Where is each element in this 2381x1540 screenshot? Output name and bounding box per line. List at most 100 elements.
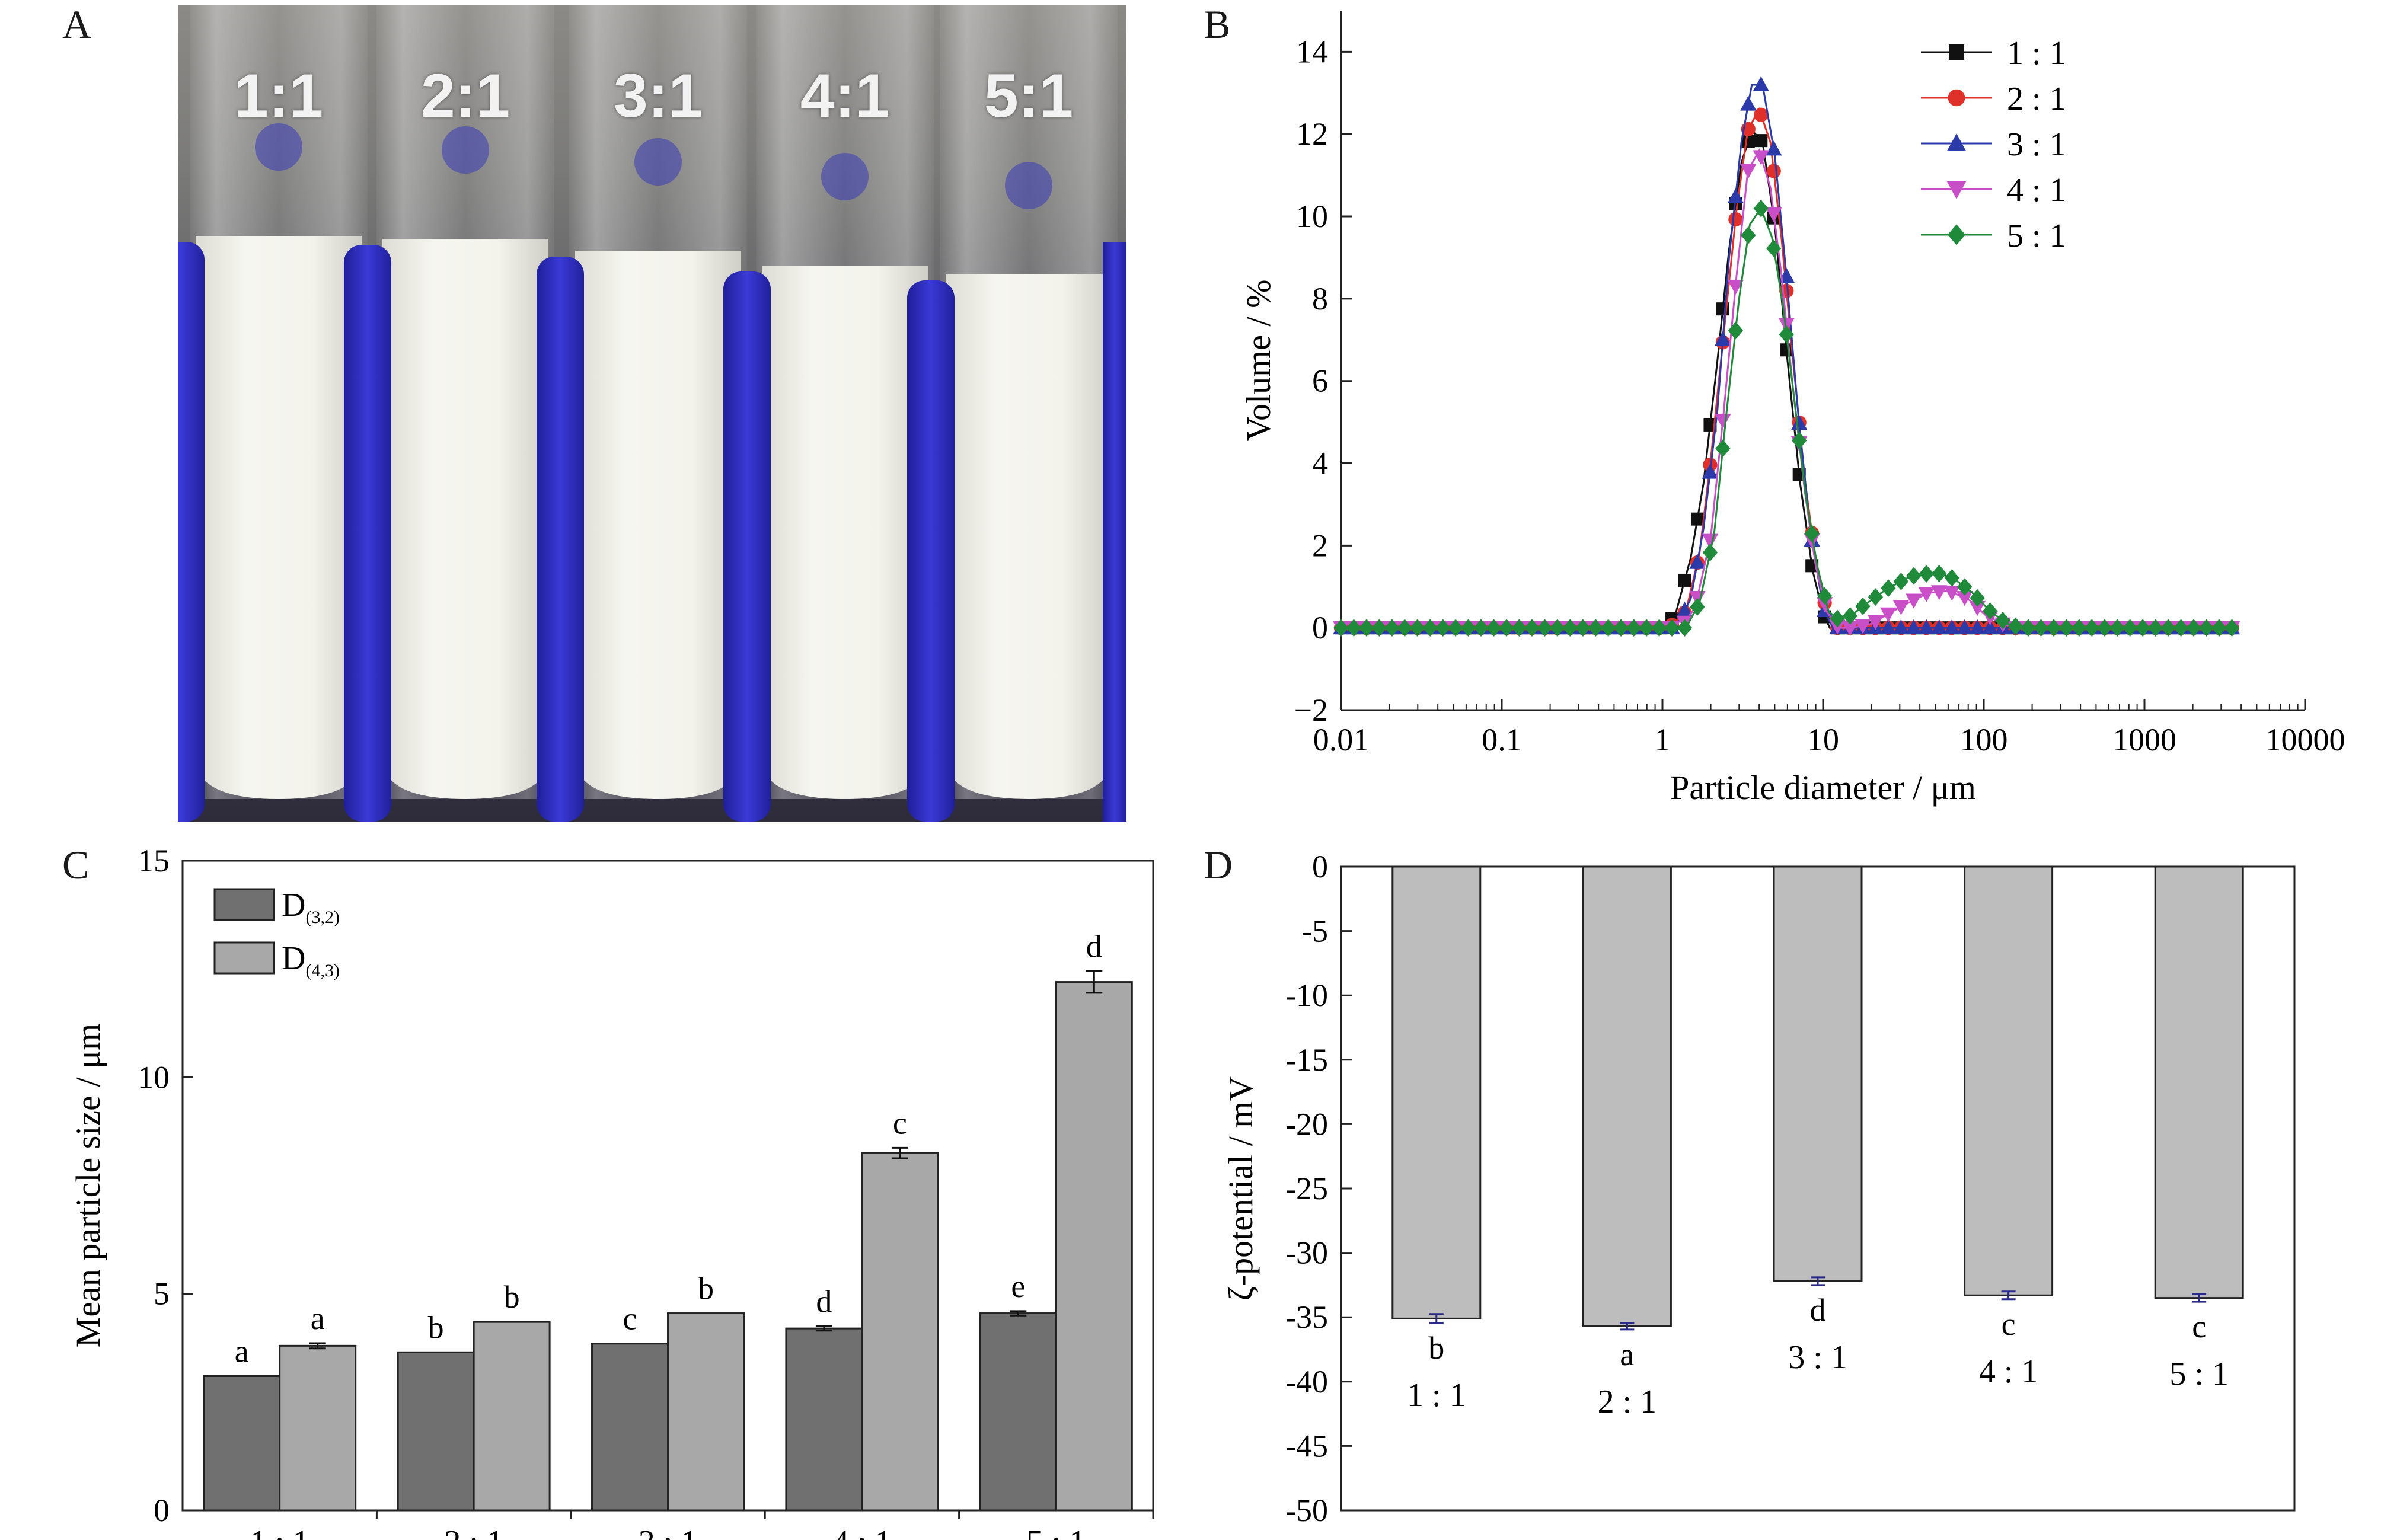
significance-letter: a (1620, 1337, 1634, 1372)
legend-label: 3 : 1 (2007, 126, 2066, 163)
data-point (1753, 150, 1770, 165)
data-point (1981, 619, 1999, 635)
chart-c-mean-particle-size: 0 5 10 15 Mean particle size / μm 1 : 1 a a 2 : … (69, 843, 1154, 1540)
data-point (1689, 554, 1706, 569)
data-point (1881, 579, 1896, 597)
rack-post (723, 271, 771, 822)
data-point (1931, 585, 1948, 600)
category-label: 5 : 1 (2169, 1356, 2229, 1392)
data-point (2198, 619, 2214, 637)
data-point (1906, 593, 1922, 609)
data-point (1754, 134, 1768, 148)
emulsion (575, 251, 741, 799)
y-tick-label: -30 (1285, 1235, 1328, 1271)
data-point (2109, 619, 2125, 637)
tube-label: 1:1 (234, 62, 324, 130)
significance-letter: b (504, 1279, 520, 1315)
y-tick-label: -10 (1285, 977, 1328, 1013)
significance-letter: c (893, 1105, 907, 1140)
data-point (2186, 619, 2201, 637)
data-point (1817, 587, 1833, 605)
dye-spot (255, 123, 302, 171)
data-point (1588, 619, 1603, 637)
bar (1055, 981, 1133, 1512)
series-1 (1335, 128, 2239, 635)
data-point (1868, 588, 1884, 606)
legend-label: D(4,3) (282, 940, 340, 980)
series-2 (1333, 107, 2239, 635)
y-axis-label: Mean particle size / μm (69, 1024, 107, 1347)
x-tick-label: 1 : 1 (250, 1524, 309, 1540)
bar (785, 1327, 863, 1512)
data-point (1678, 573, 1691, 587)
dye-spot (1005, 162, 1052, 209)
y-tick-label: 0 (154, 1493, 170, 1528)
rack-post (907, 280, 955, 822)
rack-post (157, 242, 205, 822)
data-point (1892, 619, 1910, 635)
y-tick-label: 0 (1312, 849, 1328, 884)
data-point (1702, 544, 1718, 562)
data-point (1741, 134, 1755, 148)
tubes-photo-svg (157, 5, 1126, 822)
data-point (1702, 533, 1719, 549)
series-5 (1333, 199, 2240, 637)
legend-label: 4 : 1 (2007, 172, 2066, 209)
data-point (1982, 602, 1998, 620)
bar (1391, 865, 1482, 1319)
data-point (2123, 619, 2138, 637)
significance-letter: e (1011, 1269, 1025, 1304)
bar (667, 1312, 745, 1512)
emulsion (946, 274, 1112, 799)
data-point (1741, 226, 1756, 244)
y-tick-label: 14 (1296, 34, 1328, 69)
data-point (1948, 89, 1965, 107)
data-point (1906, 619, 1922, 635)
legend: 1 : 1 2 : 1 3 : 1 4 : 1 5 : 1 (1921, 35, 2066, 254)
y-axis-label: Volume / % (1239, 280, 1278, 442)
y-tick-label: -5 (1301, 913, 1328, 949)
chart-b-particle-size-distribution: −2 0 2 4 6 8 10 12 14 0.01 0.1 1 10 100 1000 10000 Parti… (1239, 11, 2345, 807)
data-point (1969, 600, 1986, 616)
y-tick-label: 0 (1312, 610, 1328, 646)
y-tick-label: 10 (138, 1059, 170, 1095)
data-point (1550, 619, 1565, 637)
legend-subscript: (3,2) (305, 908, 339, 927)
significance-letter: b (698, 1271, 714, 1306)
data-point (2135, 619, 2150, 637)
x-tick-label: 3 : 1 (639, 1524, 698, 1540)
data-point (1371, 619, 1387, 637)
x-tick-label: 1000 (2112, 722, 2176, 758)
x-tick-label: 100 (1960, 722, 2008, 758)
data-point (1727, 188, 1744, 204)
data-point (1932, 564, 1947, 583)
data-point (1880, 619, 1897, 635)
data-point (2224, 619, 2240, 637)
data-point (2160, 619, 2176, 637)
data-point (1702, 464, 1719, 479)
data-point (1918, 619, 1935, 635)
legend-label: D(3,2) (282, 887, 340, 927)
data-point (1473, 619, 1489, 637)
data-point (1779, 325, 1794, 344)
significance-letter: a (235, 1333, 249, 1369)
bar (591, 1343, 669, 1512)
data-point (1880, 607, 1897, 623)
data-point (2084, 619, 2099, 637)
data-point (1931, 619, 1948, 635)
series-4 (1333, 148, 2240, 637)
legend-label: 5 : 1 (2007, 218, 2066, 254)
data-point (2148, 619, 2163, 637)
data-point (1918, 587, 1935, 602)
panel-letter-a: A (62, 2, 92, 47)
data-point (1841, 621, 1859, 637)
data-point (1948, 224, 1965, 245)
y-axis-label: ζ-potential / mV (1221, 1076, 1260, 1301)
data-point (1995, 611, 2010, 630)
bar (1582, 865, 1672, 1327)
category-label: 1 : 1 (1407, 1377, 1466, 1414)
bar (279, 1344, 357, 1512)
data-point (1690, 512, 1704, 526)
data-point (1778, 318, 1795, 333)
data-point (1792, 432, 1807, 450)
